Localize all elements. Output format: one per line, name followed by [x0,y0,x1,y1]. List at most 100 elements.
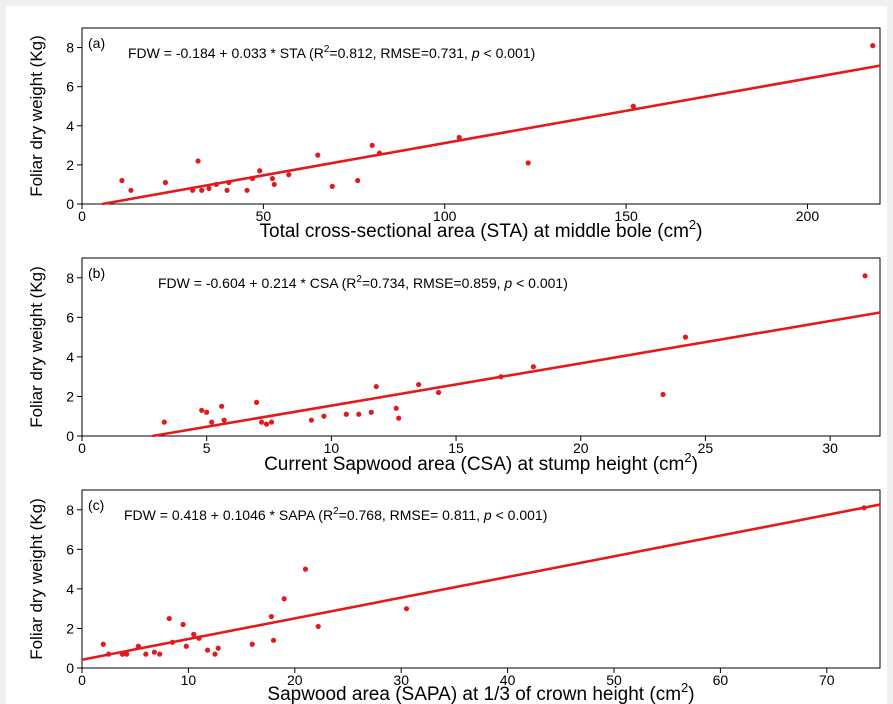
data-point [343,411,349,417]
y-tick-label: 0 [66,428,74,444]
equation-middle: =0.812, RMSE=0.731, [329,45,471,61]
x-axis-label-close: ) [692,454,698,475]
y-tick-label: 8 [66,502,74,518]
data-point [269,175,276,182]
data-point [253,399,260,405]
equation-prefix: FDW = -0.604 + 0.214 * CSA (R [158,275,356,291]
y-tick-label: 4 [66,581,74,597]
data-point [263,421,270,427]
data-point [209,419,215,425]
equation-p: p [471,45,480,61]
data-point [244,187,250,193]
panel-label: (c) [88,497,104,513]
chart-panel-1: 0 2 4 6 8 0 50 100 150 200 (a) FDW = -0.184 + 0.033… [27,27,881,242]
y-axis-label: Foliar dry weight (Kg) [27,35,46,197]
x-tick-label: 5 [203,440,211,456]
data-point [157,651,163,657]
y-tick-label: 2 [66,157,74,173]
data-point [369,142,375,148]
data-point [630,103,636,109]
data-point [373,383,379,390]
data-point [861,505,867,511]
data-point [393,405,399,411]
x-axis-label-close: ) [688,684,694,704]
data-point [221,417,227,423]
x-tick-label: 0 [78,440,86,456]
data-point [191,631,197,637]
y-tick-label: 6 [66,309,74,325]
x-tick-label: 200 [796,208,820,224]
data-point [308,417,315,423]
regression-line [81,503,881,662]
data-point [143,651,149,657]
data-point [162,179,169,186]
data-point [180,621,186,628]
x-tick-label: 10 [181,672,197,688]
data-point [258,419,265,425]
data-point [249,175,256,182]
y-tick-label: 6 [66,79,74,95]
regression-line [101,64,881,206]
data-point [356,411,362,417]
data-point [530,364,536,370]
data-point [219,403,225,409]
data-point [119,177,125,184]
chart-panel-3: 0 2 4 6 8 0 10 20 30 40 50 60 70 (c) FDW = 0.418 + 0.1… [27,489,881,704]
data-point [215,645,221,651]
y-tick-label: 0 [66,196,74,212]
equation-middle: =0.768, RMSE= 0.811, [339,507,484,523]
data-point [196,635,202,641]
data-point [195,158,201,164]
x-axis-label-text: Sapwood area (SAPA) at 1/3 of crown heig… [267,684,681,704]
data-point [315,152,321,158]
x-axis-label-superscript: 2 [684,450,691,465]
data-point [436,389,442,396]
y-tick-label: 6 [66,541,74,557]
data-point [416,381,422,388]
data-point [190,187,196,193]
y-axis-label: Foliar dry weight (Kg) [27,498,46,660]
y-tick-label: 4 [66,118,74,134]
equation-suffix: < 0.001) [480,45,536,61]
data-point [268,419,275,425]
equation-text: FDW = 0.418 + 0.1046 * SAPA (R2=0.768, R… [124,506,547,523]
data-point [403,606,410,612]
x-tick-label: 20 [573,440,589,456]
data-point [161,419,167,425]
data-point [302,566,309,572]
plot-frame [81,489,881,669]
y-tick-label: 0 [66,660,74,676]
data-point [682,334,689,340]
data-point [213,181,219,188]
x-tick-label: 60 [713,672,729,688]
data-point [376,150,383,156]
data-point [321,413,327,419]
data-point [355,177,361,184]
data-point [396,415,402,421]
equation-suffix: < 0.001) [492,507,548,523]
equation-p: p [503,275,512,291]
x-tick-label: 150 [614,208,638,224]
x-tick-label: 10 [324,440,340,456]
data-point [166,615,172,622]
equation-p: p [483,507,492,523]
data-point [206,185,212,191]
data-point [271,181,277,188]
data-point [100,641,106,647]
x-axis-label: Total cross-sectional area (STA) at midd… [260,217,703,242]
data-point [281,596,287,602]
equation-suffix: < 0.001) [512,275,568,291]
data-point [329,183,335,189]
data-point [119,651,126,657]
x-tick-label: 15 [448,440,464,456]
data-point [862,273,868,279]
plot-frame [81,257,881,437]
data-point [660,391,666,398]
x-axis-label-superscript: 2 [689,217,696,232]
x-tick-label: 50 [606,672,622,688]
y-axis-label: Foliar dry weight (Kg) [27,266,46,428]
equation-text: FDW = -0.184 + 0.033 * STA (R2=0.812, RM… [128,44,535,61]
x-axis-label: Sapwood area (SAPA) at 1/3 of crown heig… [267,680,694,704]
equation-middle: =0.734, RMSE=0.859, [362,275,504,291]
